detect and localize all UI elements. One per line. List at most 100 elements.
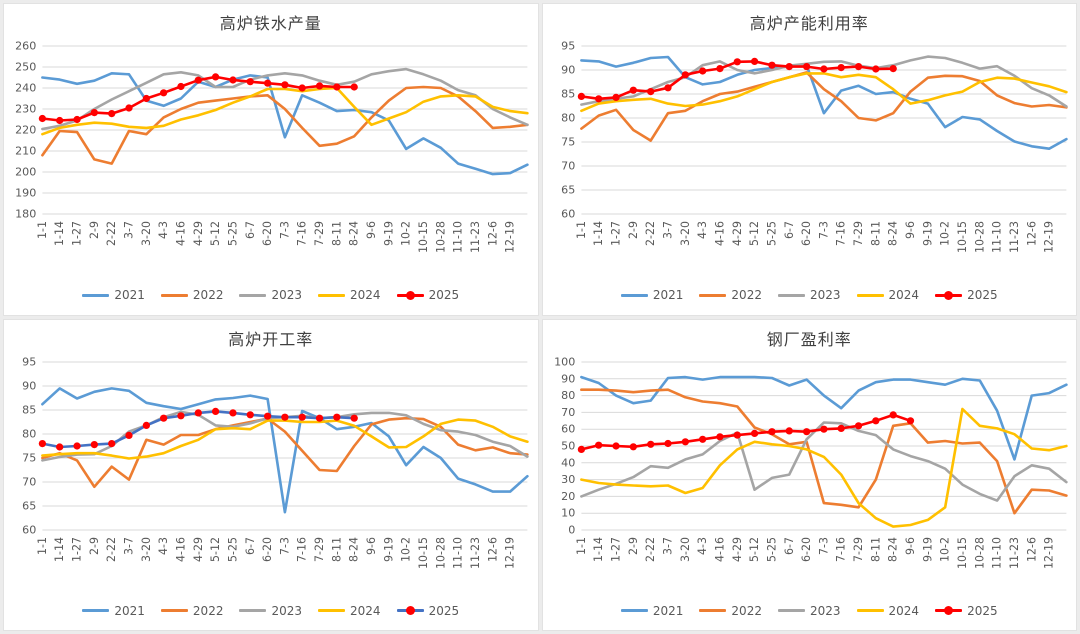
series-marker-2025 xyxy=(854,421,862,429)
x-tick-label: 7-29 xyxy=(313,537,326,562)
y-tick-label: 10 xyxy=(561,506,575,519)
x-tick-label: 8-11 xyxy=(330,221,343,246)
series-line-2021 xyxy=(579,375,1068,461)
x-tick-label: 1-14 xyxy=(53,221,66,246)
series-line-2021 xyxy=(41,71,529,176)
y-tick-label: 70 xyxy=(22,475,36,488)
x-tick-label: 4-16 xyxy=(174,537,187,562)
x-tick-label: 3-20 xyxy=(140,221,153,246)
legend-item-2022: 2022 xyxy=(160,288,223,302)
x-tick-label: 8-11 xyxy=(869,537,882,562)
chart-title: 钢厂盈利率 xyxy=(766,329,852,349)
x-tick-label: 12-6 xyxy=(486,537,499,562)
legend-item-2021: 2021 xyxy=(620,288,683,302)
y-tick-label: 0 xyxy=(568,523,575,536)
y-tick-label: 85 xyxy=(561,88,575,101)
y-tick-label: 80 xyxy=(22,427,36,440)
legend-line-swatch xyxy=(318,293,346,297)
legend-label: 2022 xyxy=(192,603,224,618)
x-tick-label: 1-27 xyxy=(609,221,622,246)
series-marker-2025 xyxy=(629,442,637,450)
y-tick-label: 240 xyxy=(15,82,36,95)
series-marker-2025 xyxy=(211,407,220,415)
x-tick-label: 6-7 xyxy=(244,537,257,555)
series-marker-2025 xyxy=(767,61,776,69)
legend-item-2024: 2024 xyxy=(856,288,920,302)
legend-item-2023: 2023 xyxy=(777,603,841,618)
x-tick-label: 9-6 xyxy=(903,221,916,239)
x-tick-label: 12-19 xyxy=(1042,221,1055,253)
x-tick-label: 10-2 xyxy=(400,221,413,246)
chart-plot-operating-rate: 60 65 70 75 80 85 90 95 1-1 1-14 1-27 2-9 2-22 3-7 3-2… xyxy=(22,355,529,569)
x-tick-label: 7-16 xyxy=(296,221,309,246)
series-marker-2025 xyxy=(125,431,133,439)
series-marker-2025 xyxy=(246,78,254,86)
series-marker-2025 xyxy=(646,88,654,96)
chart-title: 高炉产能利用率 xyxy=(749,14,869,33)
chart-plot-profit-ratio: 0 10 20 30 40 50 60 70 80 90 100 1-1 1-14 1-27 2-9 2-22… xyxy=(554,355,1068,569)
x-tick-label: 7-29 xyxy=(313,221,326,246)
x-tick-label: 8-24 xyxy=(348,221,361,246)
legend-line-swatch xyxy=(160,609,188,612)
series-marker-2025 xyxy=(819,65,828,73)
legend-label: 2025 xyxy=(967,288,998,302)
series-marker-2025 xyxy=(160,414,168,422)
x-tick-label: 4-29 xyxy=(730,537,743,562)
series-line-2022 xyxy=(579,71,1068,142)
series-marker-2025 xyxy=(681,437,689,445)
legend-line-swatch xyxy=(396,290,424,300)
legend-line-swatch xyxy=(856,293,884,297)
y-tick-label: 40 xyxy=(561,456,575,469)
y-tick-label: 210 xyxy=(15,145,36,158)
legend-item-2021: 2021 xyxy=(82,604,145,618)
x-tick-label: 3-7 xyxy=(122,221,135,239)
series-line-2021 xyxy=(41,386,529,513)
series-line-2025 xyxy=(579,60,895,101)
y-tick-label: 20 xyxy=(561,489,575,502)
series-marker-2025 xyxy=(837,64,845,72)
series-marker-2025 xyxy=(611,441,620,450)
series-marker-2025 xyxy=(38,114,47,123)
legend-marker-dot xyxy=(944,290,954,300)
x-tick-label: 2-22 xyxy=(644,221,657,246)
y-tick-label: 90 xyxy=(22,379,36,392)
series-marker-2025 xyxy=(142,421,151,429)
x-tick-label: 11-23 xyxy=(469,537,482,569)
series-marker-2025 xyxy=(298,84,306,92)
x-tick-label: 5-25 xyxy=(765,221,778,246)
x-tick-label: 7-3 xyxy=(817,221,830,239)
legend-label: 2024 xyxy=(888,288,920,302)
x-tick-label: 12-19 xyxy=(1042,537,1055,569)
x-tick-label: 3-20 xyxy=(140,537,153,562)
x-tick-label: 10-2 xyxy=(400,537,413,562)
legend-line-swatch xyxy=(82,609,110,612)
x-tick-label: 9-19 xyxy=(921,537,934,562)
y-tick-label: 250 xyxy=(15,61,36,74)
x-tick-label: 9-19 xyxy=(921,221,934,246)
legend-item-2024: 2024 xyxy=(318,604,381,618)
series-line-2022 xyxy=(579,387,1068,514)
series-marker-2025 xyxy=(594,95,602,103)
y-tick-label: 60 xyxy=(22,523,36,536)
chart-legend: 2021 2022 2023 2024 2025 xyxy=(4,600,538,622)
series-marker-2025 xyxy=(733,431,741,439)
series-marker-2025 xyxy=(350,83,358,91)
legend-item-2023: 2023 xyxy=(239,288,302,302)
chart-plot-capacity-utilization: 60 65 70 75 80 85 90 95 1-1 1-14 1-27 2-9 2-22 3-7 3-2… xyxy=(561,40,1068,253)
x-tick-label: 10-2 xyxy=(938,537,951,562)
legend-line-swatch xyxy=(777,609,805,612)
x-tick-label: 9-19 xyxy=(382,221,395,246)
series-marker-2025 xyxy=(246,410,254,418)
legend-label: 2021 xyxy=(652,603,684,618)
series-marker-2025 xyxy=(785,63,793,71)
x-tick-label: 6-20 xyxy=(261,537,274,562)
y-tick-label: 230 xyxy=(15,103,36,116)
legend-item-2022: 2022 xyxy=(699,288,762,302)
x-tick-label: 5-12 xyxy=(748,221,761,246)
legend-item-2022: 2022 xyxy=(160,603,224,618)
series-marker-2025 xyxy=(333,83,341,91)
series-line-2024 xyxy=(579,72,1068,113)
legend-label: 2023 xyxy=(809,603,841,618)
legend-line-swatch xyxy=(935,290,963,300)
series-marker-2025 xyxy=(681,71,689,79)
